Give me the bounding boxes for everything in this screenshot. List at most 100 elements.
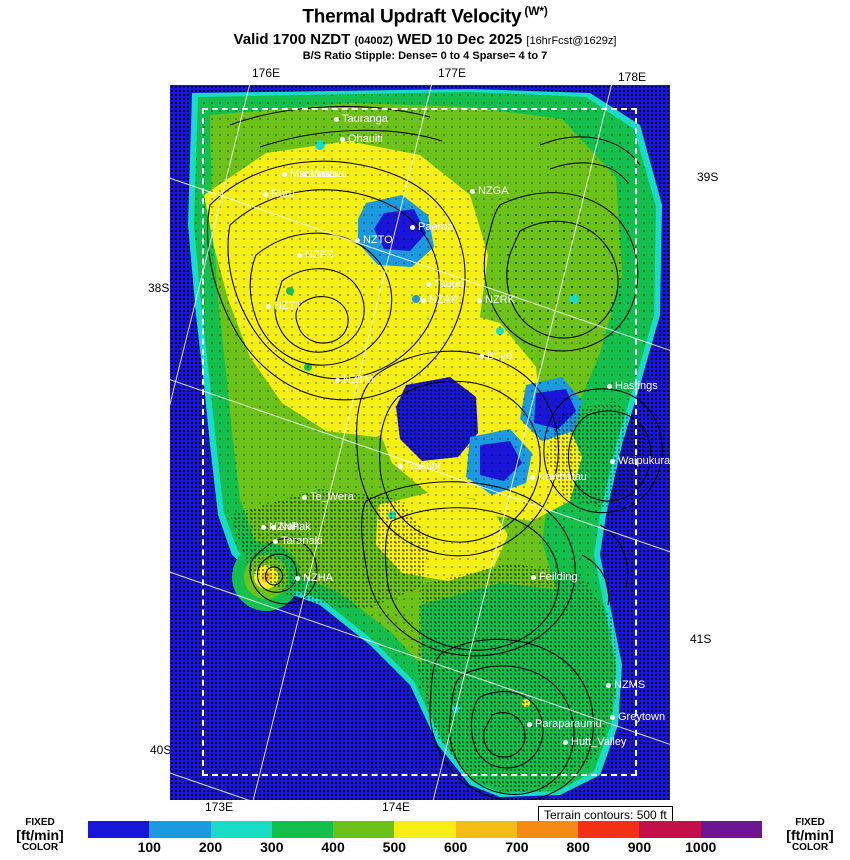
stipple-note: B/S Ratio Stipple: Dense= 0 to 4 Sparse=… — [302, 50, 548, 63]
place-label: Hastings — [615, 380, 658, 392]
forecast-stamp: [16hrFcst@1629z] — [526, 35, 617, 48]
place-marker-matamata: Matamata — [282, 169, 339, 180]
place-label: NZGA — [478, 185, 509, 197]
colorbar-left-color: COLOR — [21, 842, 59, 853]
forecast-map[interactable] — [170, 85, 670, 800]
place-label: Paeroa — [418, 221, 454, 233]
lat-label-41s-right: 41S — [690, 632, 712, 646]
place-label: NZHA — [303, 572, 333, 584]
station-dot-icon — [421, 298, 426, 303]
valid-time-line: Valid 1700 NZDT (0400Z) WED 10 Dec 2025 … — [0, 31, 850, 48]
inset-boundary-rect — [202, 108, 637, 776]
colorbar-segment-700-800 — [516, 821, 579, 838]
station-dot-icon — [266, 304, 271, 309]
place-marker-nzha: NZHA — [295, 573, 333, 584]
map-canvas — [170, 85, 670, 800]
colorbar-segment->1000 — [700, 821, 762, 838]
place-label: Ohauiti — [348, 133, 383, 145]
station-dot-icon — [334, 117, 339, 122]
colorbar-tick-100: 100 — [137, 839, 161, 855]
place-label: NZTM — [343, 374, 374, 386]
colorbar-segment-0-100 — [88, 821, 150, 838]
lat-label-39s-right: 39S — [697, 170, 719, 184]
place-marker-nzrk: NZRK — [477, 295, 515, 306]
valid-date: WED 10 Dec 2025 — [397, 31, 523, 49]
place-marker-paraparaumu: Paraparaumu — [527, 719, 602, 730]
place-marker-nzga: NZGA — [470, 186, 509, 197]
colorbar-right-color: COLOR — [791, 842, 829, 853]
place-marker-nznp: NZNP — [261, 522, 299, 533]
place-marker-waipukurau: Waipukurau — [610, 456, 676, 467]
place-marker-nzto: NZTO — [355, 235, 393, 246]
station-dot-icon — [410, 225, 415, 230]
colorbar-tick-900: 900 — [627, 839, 652, 855]
station-dot-icon — [470, 189, 475, 194]
station-dot-icon — [530, 475, 535, 480]
station-dot-icon — [302, 172, 307, 177]
station-dot-icon — [477, 298, 482, 303]
place-label: Matarai — [310, 168, 347, 180]
station-dot-icon — [340, 137, 345, 142]
place-marker-nahak: Nahak — [271, 522, 311, 533]
place-label: Hutt_Valley — [571, 736, 627, 748]
colorbar-segment-500-600 — [394, 821, 456, 838]
place-label: NZFS — [305, 249, 334, 261]
colorbar-right-label: FIXED [ft/min] COLOR — [772, 818, 848, 853]
place-label: NZNP — [269, 521, 299, 533]
lon-label-176e: 176E — [252, 66, 281, 80]
lon-label-177e: 177E — [438, 66, 467, 80]
place-label: Feilding — [539, 571, 578, 583]
colorbar-segment-300-400 — [271, 821, 334, 838]
station-dot-icon — [295, 576, 300, 581]
colorbar-segment-900-1000 — [639, 821, 701, 838]
place-label: Kawhatau — [538, 471, 587, 483]
colorbar-tick-400: 400 — [321, 839, 345, 855]
title-text: Thermal Updraft Velocity — [302, 6, 522, 28]
place-marker-hastings: Hastings — [607, 381, 658, 392]
station-dot-icon — [271, 525, 276, 530]
place-label: Ruru — [271, 188, 295, 200]
place-marker-tauranga: Tauranga — [334, 114, 388, 125]
place-marker-nzfs: NZFS — [297, 250, 334, 261]
colorbar-segment-800-900 — [578, 821, 640, 838]
place-marker-kawhatau: Kawhatau — [530, 472, 587, 483]
colorbar-tick-600: 600 — [443, 839, 468, 855]
station-dot-icon — [282, 172, 287, 177]
station-dot-icon — [335, 378, 340, 383]
place-label: Paraparaumu — [535, 718, 602, 730]
station-dot-icon — [563, 740, 568, 745]
colorbar-segment-100-200 — [149, 821, 211, 838]
station-dot-icon — [263, 192, 268, 197]
station-dot-icon — [610, 715, 615, 720]
station-dot-icon — [297, 253, 302, 258]
colorbar-left-fixed: FIXED — [25, 817, 55, 828]
landmass-layer — [188, 89, 663, 800]
colorbar-segment-200-300 — [210, 821, 272, 838]
place-marker-hutt-valley: Hutt_Valley — [563, 737, 626, 748]
place-marker-raetihi: Raetihi — [398, 461, 440, 472]
place-label: NZTT — [274, 300, 303, 312]
colorbar-segment-400-500 — [333, 821, 395, 838]
place-label: Nahak — [279, 521, 311, 533]
colorbar-ticks: 100 200 300 400 500 600 700 800 900 1000 — [88, 839, 762, 857]
place-label: NZMS — [614, 679, 646, 691]
place-marker-ruru: Ruru — [263, 189, 295, 200]
colorbar-tick-700: 700 — [505, 839, 529, 855]
place-label: NZRK — [485, 294, 515, 306]
colorbar-right-fixed: FIXED — [795, 817, 825, 828]
colorbar-tick-200: 200 — [198, 839, 223, 855]
place-marker-greytown: Greytown — [610, 712, 665, 723]
lon-label-178e: 178E — [618, 70, 647, 84]
station-dot-icon — [610, 459, 615, 464]
station-dot-icon — [426, 282, 431, 287]
place-marker-paeroa: Paeroa — [410, 222, 453, 233]
place-label: Matamata — [290, 168, 339, 180]
page-title: Thermal Updraft Velocity (W*) — [0, 0, 850, 28]
place-marker-nzms: NZMS — [606, 680, 645, 691]
colorbar-segment-600-700 — [455, 821, 517, 838]
place-label: Boyd — [487, 350, 513, 362]
station-dot-icon — [398, 464, 403, 469]
place-marker-ohauiti: Ohauiti — [340, 134, 383, 145]
station-dot-icon — [606, 683, 611, 688]
place-marker-nztt: NZTT — [266, 301, 302, 312]
